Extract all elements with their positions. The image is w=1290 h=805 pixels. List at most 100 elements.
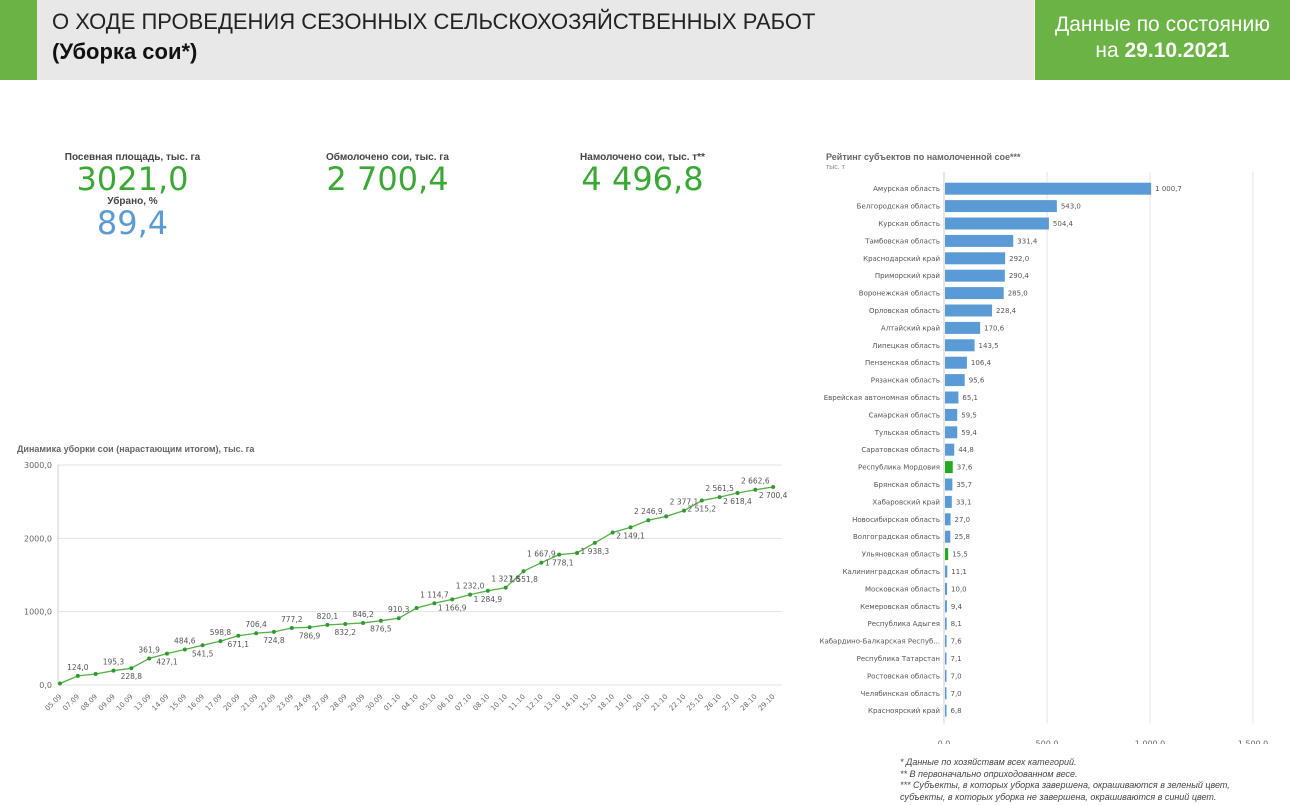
bar-value-label: 504,4 — [1053, 220, 1074, 228]
category-label: Калининградская область — [843, 568, 940, 576]
region-bar — [945, 652, 947, 665]
footnotes: * Данные по хозяйствам всех категорий. *… — [900, 757, 1230, 803]
x-tick-label: 08.09 — [79, 693, 99, 713]
x-tick-label: 10.10 — [489, 693, 509, 713]
data-label: 2 618,4 — [723, 497, 752, 506]
category-label: Московская область — [865, 585, 940, 593]
x-tick-label: 06.10 — [436, 693, 456, 713]
region-bar — [945, 687, 947, 700]
data-point — [254, 631, 259, 636]
data-label: 724,8 — [263, 636, 285, 645]
x-tick-label: 04.10 — [400, 693, 420, 713]
category-label: Рязанская область — [871, 377, 940, 385]
x-tick-label: 29.09 — [347, 693, 367, 713]
date-prefix: на — [1095, 39, 1125, 62]
x-tick-label: 500,0 — [1036, 739, 1059, 744]
x-tick-label: 24.09 — [293, 693, 313, 713]
category-label: Брянская область — [874, 481, 940, 489]
category-label: Челябинская область — [861, 690, 940, 698]
data-point — [75, 673, 80, 678]
header-accent-stripe — [0, 0, 37, 80]
category-label: Алтайский край — [881, 324, 940, 332]
category-label: Самарская область — [869, 411, 940, 419]
x-tick-label: 13.10 — [543, 693, 563, 713]
data-point — [575, 551, 580, 555]
page-title: О ХОДЕ ПРОВЕДЕНИЯ СЕЗОННЫХ СЕЛЬСКОХОЗЯЙС… — [52, 9, 816, 34]
category-label: Кабардино-Балкарская Респуб... — [820, 638, 940, 646]
x-tick-label: 22.09 — [258, 693, 278, 713]
x-tick-label: 15.09 — [168, 693, 188, 713]
region-bar — [945, 530, 951, 543]
data-point — [182, 647, 187, 652]
date-value: 29.10.2021 — [1124, 39, 1230, 62]
data-label: 2 246,9 — [634, 507, 663, 516]
data-point — [717, 495, 722, 500]
date-box: Данные по состоянию на 29.10.2021 — [1035, 0, 1290, 80]
data-point — [735, 490, 740, 495]
data-label: 2 561,5 — [705, 484, 734, 493]
region-bar — [945, 426, 958, 439]
data-point — [699, 498, 704, 503]
region-bar — [945, 565, 948, 578]
region-bar — [945, 339, 975, 352]
bar-value-label: 10,0 — [951, 585, 967, 593]
category-label: Республика Адыгея — [867, 620, 940, 628]
data-point — [485, 588, 490, 593]
data-label: 195,3 — [103, 658, 125, 667]
line-chart-title: Динамика уборки сои (нарастающим итогом)… — [17, 444, 255, 454]
data-point — [557, 552, 562, 557]
bar-value-label: 59,4 — [961, 429, 977, 437]
bar-value-label: 285,0 — [1008, 290, 1028, 298]
x-tick-label: 28.09 — [329, 693, 349, 713]
data-point — [450, 597, 455, 602]
data-label: 910,3 — [388, 605, 410, 614]
x-tick-label: 26.10 — [703, 693, 723, 713]
x-tick-label: 21.09 — [240, 693, 260, 713]
bar-value-label: 106,4 — [971, 359, 992, 367]
data-point — [503, 585, 508, 590]
category-label: Еврейская автономная область — [824, 394, 940, 402]
header-band — [37, 0, 1034, 80]
data-point — [307, 625, 312, 630]
region-bar — [945, 704, 947, 717]
data-label: 671,1 — [228, 640, 250, 649]
x-tick-label: 1 500,0 — [1238, 739, 1269, 744]
x-tick-label: 10.09 — [115, 693, 135, 713]
category-label: Липецкая область — [872, 342, 940, 350]
region-bar — [945, 356, 967, 369]
data-point — [289, 626, 294, 631]
region-bar — [945, 269, 1005, 282]
x-tick-label: 05.10 — [418, 693, 438, 713]
bar-chart: 0,0 500,0 1 000,0 1 500,0 Амурская область 1 … — [820, 172, 1269, 744]
data-point — [610, 530, 615, 535]
data-point — [771, 484, 776, 489]
data-point — [396, 616, 401, 621]
bar-value-label: 143,5 — [979, 342, 999, 350]
x-tick-label: 20.10 — [632, 693, 652, 713]
region-bar — [945, 513, 951, 526]
region-bar — [945, 321, 981, 334]
region-bar — [945, 304, 993, 317]
data-point — [521, 569, 526, 574]
region-bar — [945, 582, 948, 595]
x-tick-label: 13.09 — [133, 693, 153, 713]
data-point — [361, 620, 366, 625]
kpi-sown-label: Посевная площадь, тыс. га — [64, 152, 201, 163]
region-bar — [945, 408, 958, 421]
data-label: 832,2 — [335, 628, 357, 637]
data-label: 1 938,3 — [581, 547, 610, 556]
bar-value-label: 11,1 — [951, 568, 967, 576]
data-point — [664, 514, 669, 519]
x-tick-label: 07.09 — [61, 693, 81, 713]
data-label: 820,1 — [317, 612, 339, 621]
data-label: 2 377,1 — [670, 498, 699, 507]
data-label: 427,1 — [156, 658, 178, 667]
data-label: 1 327,8 — [491, 575, 520, 584]
y-tick-label: 0,0 — [39, 681, 52, 690]
bar-value-label: 228,4 — [996, 307, 1017, 315]
bar-value-label: 37,6 — [957, 464, 973, 472]
x-tick-label: 16.09 — [186, 693, 206, 713]
data-point — [414, 606, 419, 610]
bar-value-label: 543,0 — [1061, 203, 1081, 211]
region-bar — [945, 617, 947, 630]
